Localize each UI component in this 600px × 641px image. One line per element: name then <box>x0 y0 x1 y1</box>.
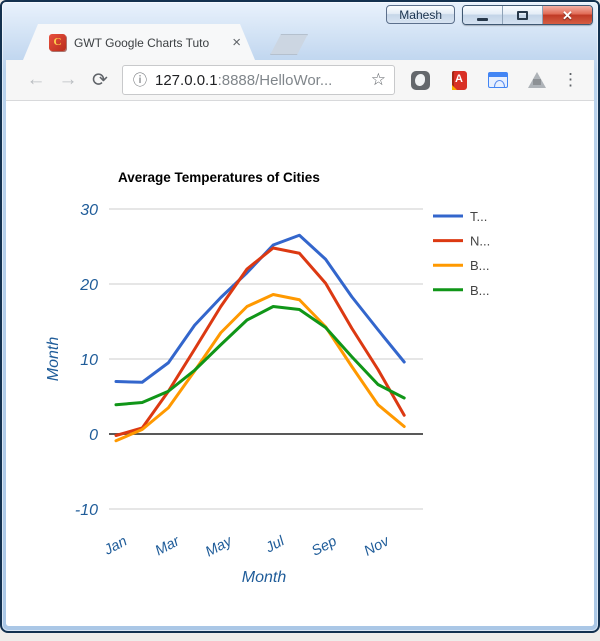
drive-triangle-icon <box>528 72 546 88</box>
y-tick-label: -10 <box>75 502 98 519</box>
book-corner <box>451 84 457 90</box>
x-tick-label: Jul <box>262 533 287 557</box>
extension-dictionary-icon[interactable]: A <box>448 69 470 91</box>
tab-title-wrap: GWT Google Charts Tuto <box>74 34 227 50</box>
minimize-icon <box>477 17 488 21</box>
chart-title: Average Temperatures of Cities <box>118 170 320 185</box>
maximize-icon <box>517 10 528 20</box>
chart-line-2 <box>114 246 406 437</box>
tab-title: GWT Google Charts Tuto <box>74 36 210 50</box>
y-tick-label: 0 <box>89 427 98 444</box>
close-button[interactable]: ✕ <box>543 6 592 24</box>
y-axis-title: Month <box>45 337 62 382</box>
extension-screenshot-icon[interactable] <box>487 69 509 91</box>
tab-gwt-google-charts[interactable]: C GWT Google Charts Tuto × <box>23 24 255 60</box>
tab-strip: C GWT Google Charts Tuto × <box>2 24 598 60</box>
x-tick-label: Mar <box>153 533 184 559</box>
legend-label-2[interactable]: N... <box>470 234 490 249</box>
legend-label-3[interactable]: B... <box>470 258 490 273</box>
page-info-icon[interactable]: ⓘ <box>133 72 147 88</box>
url-text[interactable]: 127.0.0.1:8888/HelloWor... <box>155 72 371 89</box>
chrome-menu-icon[interactable]: ⋮ <box>562 70 579 89</box>
y-tick-label: 10 <box>80 352 98 369</box>
x-tick-label: May <box>203 533 235 560</box>
back-icon[interactable]: ← <box>26 69 46 90</box>
url-host: 127.0.0.1 <box>155 71 218 89</box>
window-button-group: ✕ <box>462 5 593 25</box>
tab-close-button[interactable]: × <box>232 33 241 51</box>
maximize-button[interactable] <box>503 6 543 24</box>
temperature-chart: 30 20 10 0 -10 Jan Mar May Jul Sep Nov Month Month Av… <box>6 101 592 626</box>
x-tick-label: Jan <box>101 533 130 559</box>
chart-line-4 <box>114 305 406 407</box>
minimize-button[interactable] <box>463 6 503 24</box>
x-tick-label: Nov <box>362 533 393 560</box>
y-tick-label: 20 <box>79 277 98 294</box>
page-content: 30 20 10 0 -10 Jan Mar May Jul Sep Nov Month Month Av… <box>6 101 594 626</box>
window-titlebar[interactable]: Mahesh ✕ <box>2 2 598 25</box>
x-axis-title: Month <box>242 569 287 586</box>
profile-button[interactable]: Mahesh <box>386 5 455 24</box>
legend-label-1[interactable]: T... <box>470 209 487 224</box>
google-drive-icon[interactable] <box>526 69 548 91</box>
chart-line-3 <box>114 293 406 443</box>
book-letter: A <box>455 72 463 85</box>
extensions-row: A <box>409 69 548 91</box>
favicon-letter: C <box>53 36 62 48</box>
address-bar[interactable]: ⓘ 127.0.0.1:8888/HelloWor... ☆ <box>122 65 395 95</box>
browser-main: ← → ⟳ ⓘ 127.0.0.1:8888/HelloWor... ☆ A <box>6 60 594 626</box>
bookmark-star-icon[interactable]: ☆ <box>370 70 386 89</box>
x-tick-label: Sep <box>309 533 339 559</box>
red-book-icon: A <box>451 70 467 90</box>
url-path: :8888/HelloWor... <box>217 71 333 89</box>
white-blob-icon <box>410 70 430 90</box>
new-tab-button[interactable] <box>270 34 308 55</box>
window-controls: Mahesh ✕ <box>386 5 593 25</box>
window-gauge-icon <box>488 72 508 88</box>
legend-label-4[interactable]: B... <box>470 283 490 298</box>
tab-title-fade <box>208 34 227 50</box>
y-tick-label: 30 <box>80 202 98 219</box>
close-icon: ✕ <box>562 7 573 23</box>
forward-icon[interactable]: → <box>58 69 78 90</box>
extension-dark-square-icon[interactable] <box>409 69 431 91</box>
tab-favicon-icon: C <box>49 33 66 51</box>
reload-icon[interactable]: ⟳ <box>92 69 108 91</box>
browser-toolbar: ← → ⟳ ⓘ 127.0.0.1:8888/HelloWor... ☆ A <box>6 60 594 101</box>
